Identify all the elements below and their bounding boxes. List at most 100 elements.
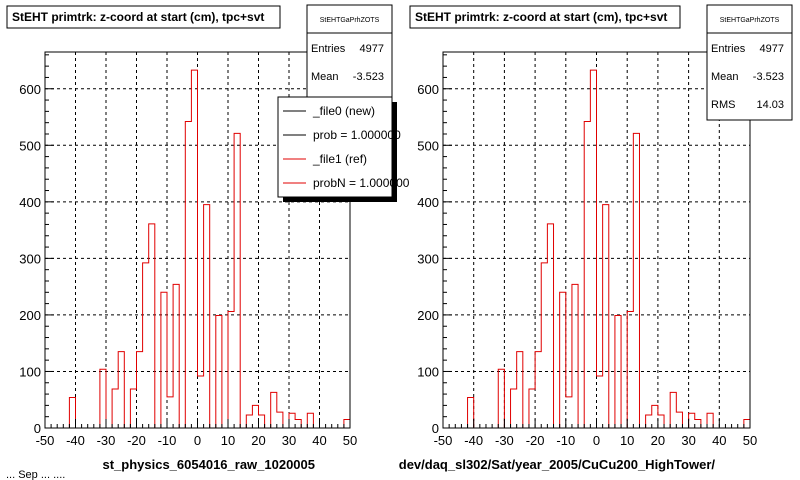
x-tick-label: 20: [251, 433, 265, 448]
histogram-bin: [597, 376, 603, 428]
y-tick-label: 300: [19, 251, 41, 266]
stats-entries-label: Entries: [311, 43, 346, 55]
histogram-bin: [289, 413, 295, 428]
x-tick-label: 50: [743, 433, 757, 448]
histogram-bin: [259, 415, 265, 428]
stats-entries-value: 4977: [360, 43, 384, 55]
legend-entry: _file1 (ref): [312, 152, 367, 166]
histogram-bin: [511, 389, 517, 428]
histogram-bin: [161, 292, 167, 428]
stats-mean-label: Mean: [311, 71, 339, 83]
legend-entry: prob = 1.000000: [313, 128, 401, 142]
histogram-bin: [137, 352, 143, 428]
histogram-bin: [173, 284, 179, 428]
stats-mean-value: -3.523: [353, 71, 384, 83]
chart-title: StEHT primtrk: z-coord at start (cm), tp…: [415, 10, 667, 24]
y-tick-label: 600: [417, 82, 439, 97]
x-tick-label: -50: [36, 433, 55, 448]
histogram-bin: [603, 205, 609, 428]
histogram-bin: [277, 412, 283, 428]
x-tick-label: 30: [681, 433, 695, 448]
histogram-bin: [228, 312, 234, 428]
histogram-bin: [658, 415, 664, 428]
histogram-bin: [535, 352, 541, 428]
stats-entries-value: 4977: [760, 43, 784, 55]
x-tick-label: -30: [495, 433, 514, 448]
y-tick-label: 300: [417, 251, 439, 266]
y-tick-label: 0: [432, 421, 439, 436]
histogram-bin: [234, 133, 240, 428]
title-box: [409, 5, 681, 29]
histogram-bin: [246, 415, 252, 428]
legend-box: [277, 96, 393, 198]
histogram-bin: [566, 397, 572, 428]
histogram-bin: [529, 389, 535, 428]
y-tick-label: 400: [19, 195, 41, 210]
x-tick-label: -20: [526, 433, 545, 448]
histogram-bin: [112, 389, 118, 428]
left-histogram-panel: -50 -40 -30 -20 -10 0 10 20 30 40 5001002003004005…: [6, 4, 410, 472]
histogram-bin: [191, 70, 197, 428]
histogram-bin: [572, 284, 578, 428]
title-box: [6, 5, 281, 29]
histogram-bin: [143, 263, 149, 428]
histogram-bin: [584, 122, 590, 428]
histogram-bin: [707, 413, 713, 428]
y-tick-label: 100: [417, 364, 439, 379]
histogram-bin: [118, 352, 124, 428]
histogram-bin: [69, 397, 75, 428]
y-tick-label: 400: [417, 195, 439, 210]
x-tick-label: 40: [312, 433, 326, 448]
histogram-bin: [744, 420, 750, 428]
stats-rms-label: RMS: [711, 99, 735, 111]
histogram-bin: [307, 413, 313, 428]
histogram-bin: [627, 312, 633, 428]
y-tick-label: 500: [417, 138, 439, 153]
x-tick-label: 0: [593, 433, 600, 448]
histogram-bin: [204, 205, 210, 428]
histogram-bin: [295, 420, 301, 428]
x-axis-label: st_physics_6054016_raw_1020005: [102, 457, 315, 472]
x-tick-label: -40: [66, 433, 85, 448]
stats-name: StEHTGaPrhZOTS: [720, 17, 780, 24]
x-tick-label: -50: [434, 433, 453, 448]
stats-rms-value: 14.03: [756, 99, 784, 111]
x-tick-label: -20: [127, 433, 146, 448]
histogram-bin: [517, 352, 523, 428]
histogram-bin: [646, 415, 652, 428]
histogram-bin: [198, 376, 204, 428]
x-tick-label: -40: [464, 433, 483, 448]
chart-title: StEHT primtrk: z-coord at start (cm), tp…: [12, 10, 264, 24]
histogram-bin: [130, 389, 136, 428]
histogram-bin: [689, 413, 695, 428]
histogram-bin: [695, 420, 701, 428]
histogram-bin: [468, 397, 474, 428]
x-tick-label: 50: [343, 433, 357, 448]
histogram-bin: [185, 122, 191, 428]
x-tick-label: 30: [282, 433, 296, 448]
y-tick-label: 600: [19, 82, 41, 97]
histogram-bin: [670, 392, 676, 428]
stats-mean-value: -3.523: [753, 71, 784, 83]
x-tick-label: -10: [158, 433, 177, 448]
histogram-series: [443, 69, 751, 429]
y-tick-label: 0: [34, 421, 41, 436]
histogram-bin: [344, 420, 350, 428]
y-tick-label: 200: [19, 308, 41, 323]
stats-entries-label: Entries: [711, 43, 746, 55]
x-tick-label: 40: [712, 433, 726, 448]
histogram-bin: [560, 292, 566, 428]
legend-entry: probN = 1.000000: [313, 176, 410, 190]
histogram-bin: [633, 133, 639, 428]
y-tick-label: 100: [19, 364, 41, 379]
histogram-bin: [271, 392, 277, 428]
histogram-bin: [167, 397, 173, 428]
right-histogram-panel: -50 -40 -30 -20 -10 0 10 20 30 40 5001002003004005…: [399, 4, 793, 472]
histogram-bin: [252, 405, 258, 428]
histogram-bin: [652, 405, 658, 428]
legend-entry: _file0 (new): [312, 104, 375, 118]
histogram-bin: [541, 263, 547, 428]
histogram-bin: [676, 412, 682, 428]
x-tick-label: 0: [194, 433, 201, 448]
